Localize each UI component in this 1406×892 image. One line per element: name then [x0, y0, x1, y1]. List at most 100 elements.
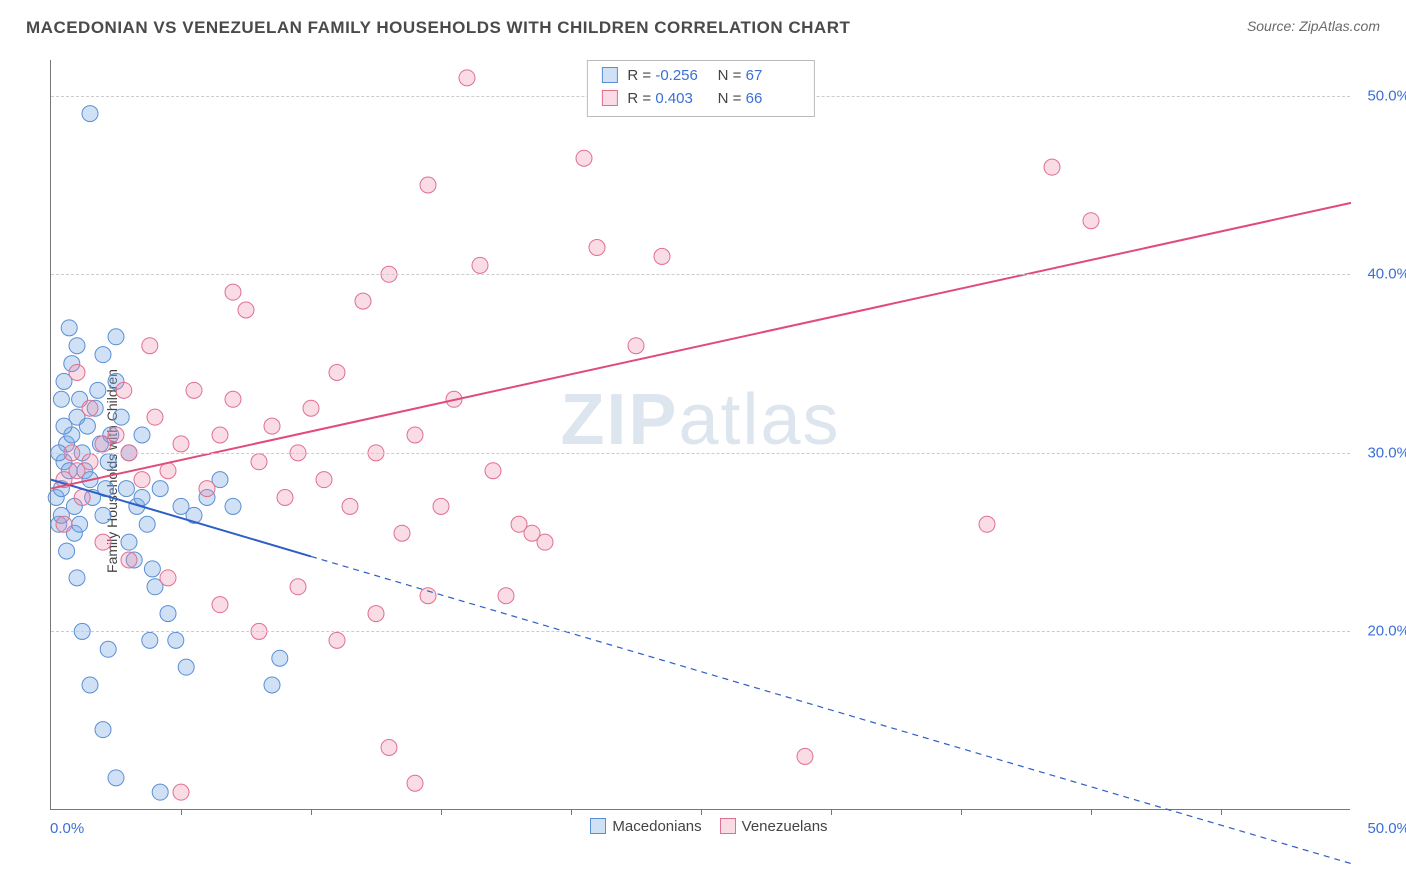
- legend-label: Venezuelans: [742, 818, 828, 835]
- scatter-point: [290, 579, 306, 595]
- scatter-point: [277, 490, 293, 506]
- scatter-point: [1083, 213, 1099, 229]
- scatter-point: [142, 632, 158, 648]
- scatter-point: [152, 784, 168, 800]
- scatter-point: [152, 481, 168, 497]
- scatter-point: [303, 400, 319, 416]
- scatter-point: [272, 650, 288, 666]
- trend-line: [51, 203, 1351, 489]
- stat-n-value: 67: [746, 65, 800, 88]
- scatter-point: [407, 427, 423, 443]
- scatter-point: [654, 248, 670, 264]
- x-tick: [831, 809, 832, 815]
- legend-swatch: [590, 818, 606, 834]
- scatter-point: [420, 588, 436, 604]
- scatter-point: [628, 338, 644, 354]
- scatter-point: [342, 498, 358, 514]
- x-axis-max-label: 50.0%: [1355, 820, 1406, 837]
- chart-title: MACEDONIAN VS VENEZUELAN FAMILY HOUSEHOL…: [26, 18, 850, 38]
- scatter-point: [142, 338, 158, 354]
- scatter-point: [134, 472, 150, 488]
- stat-n-label: N =: [718, 67, 742, 84]
- x-tick: [1091, 809, 1092, 815]
- source-name: ZipAtlas.com: [1299, 18, 1380, 34]
- scatter-point: [134, 427, 150, 443]
- scatter-point: [95, 507, 111, 523]
- scatter-point: [498, 588, 514, 604]
- scatter-point: [56, 418, 72, 434]
- scatter-point: [69, 338, 85, 354]
- plot-region: ZIPatlas R = -0.256 N = 67R = 0.403 N = …: [50, 60, 1350, 810]
- stats-row: R = -0.256 N = 67: [601, 65, 799, 88]
- scatter-point: [113, 409, 129, 425]
- scatter-point: [82, 454, 98, 470]
- scatter-point: [90, 382, 106, 398]
- scatter-point: [472, 257, 488, 273]
- scatter-point: [147, 409, 163, 425]
- scatter-point: [72, 516, 88, 532]
- y-tick-label: 50.0%: [1355, 87, 1406, 104]
- scatter-point: [95, 534, 111, 550]
- scatter-point: [95, 347, 111, 363]
- x-tick: [571, 809, 572, 815]
- scatter-point: [74, 490, 90, 506]
- source-prefix: Source:: [1247, 18, 1299, 34]
- scatter-point: [225, 498, 241, 514]
- scatter-point: [797, 748, 813, 764]
- scatter-point: [69, 365, 85, 381]
- scatter-point: [100, 454, 116, 470]
- x-tick: [1221, 809, 1222, 815]
- header: MACEDONIAN VS VENEZUELAN FAMILY HOUSEHOL…: [0, 0, 1406, 46]
- scatter-point: [108, 770, 124, 786]
- scatter-point: [212, 597, 228, 613]
- legend-item: Venezuelans: [702, 818, 828, 835]
- scatter-point: [61, 320, 77, 336]
- scatter-point: [368, 606, 384, 622]
- x-tick: [181, 809, 182, 815]
- scatter-point: [160, 570, 176, 586]
- source-attribution: Source: ZipAtlas.com: [1247, 18, 1380, 34]
- scatter-point: [178, 659, 194, 675]
- scatter-point: [485, 463, 501, 479]
- scatter-point: [108, 427, 124, 443]
- scatter-point: [144, 561, 160, 577]
- gridline: [51, 631, 1350, 632]
- gridline: [51, 453, 1350, 454]
- scatter-point: [381, 740, 397, 756]
- scatter-point: [173, 436, 189, 452]
- scatter-point: [134, 490, 150, 506]
- stats-legend-box: R = -0.256 N = 67R = 0.403 N = 66: [586, 60, 814, 117]
- scatter-point: [355, 293, 371, 309]
- scatter-point: [264, 418, 280, 434]
- scatter-point: [433, 498, 449, 514]
- scatter-point: [225, 284, 241, 300]
- plot-svg: [51, 60, 1350, 809]
- scatter-point: [59, 543, 75, 559]
- scatter-point: [82, 400, 98, 416]
- scatter-point: [168, 632, 184, 648]
- x-tick: [441, 809, 442, 815]
- scatter-point: [329, 632, 345, 648]
- scatter-point: [108, 329, 124, 345]
- scatter-point: [121, 552, 137, 568]
- y-tick-label: 40.0%: [1355, 266, 1406, 283]
- x-tick: [701, 809, 702, 815]
- stat-n-value: 66: [746, 88, 800, 111]
- scatter-point: [225, 391, 241, 407]
- stat-r-label: R =: [627, 90, 651, 107]
- scatter-point: [173, 784, 189, 800]
- gridline: [51, 274, 1350, 275]
- scatter-point: [589, 240, 605, 256]
- scatter-point: [69, 570, 85, 586]
- stat-r-value: -0.256: [655, 65, 709, 88]
- scatter-point: [329, 365, 345, 381]
- scatter-point: [56, 516, 72, 532]
- trend-line: [51, 480, 311, 557]
- scatter-point: [979, 516, 995, 532]
- stat-r-label: R =: [627, 67, 651, 84]
- scatter-point: [79, 418, 95, 434]
- scatter-point: [212, 427, 228, 443]
- scatter-point: [524, 525, 540, 541]
- bottom-legend: MacedoniansVenezuelans: [50, 818, 1350, 835]
- legend-swatch: [720, 818, 736, 834]
